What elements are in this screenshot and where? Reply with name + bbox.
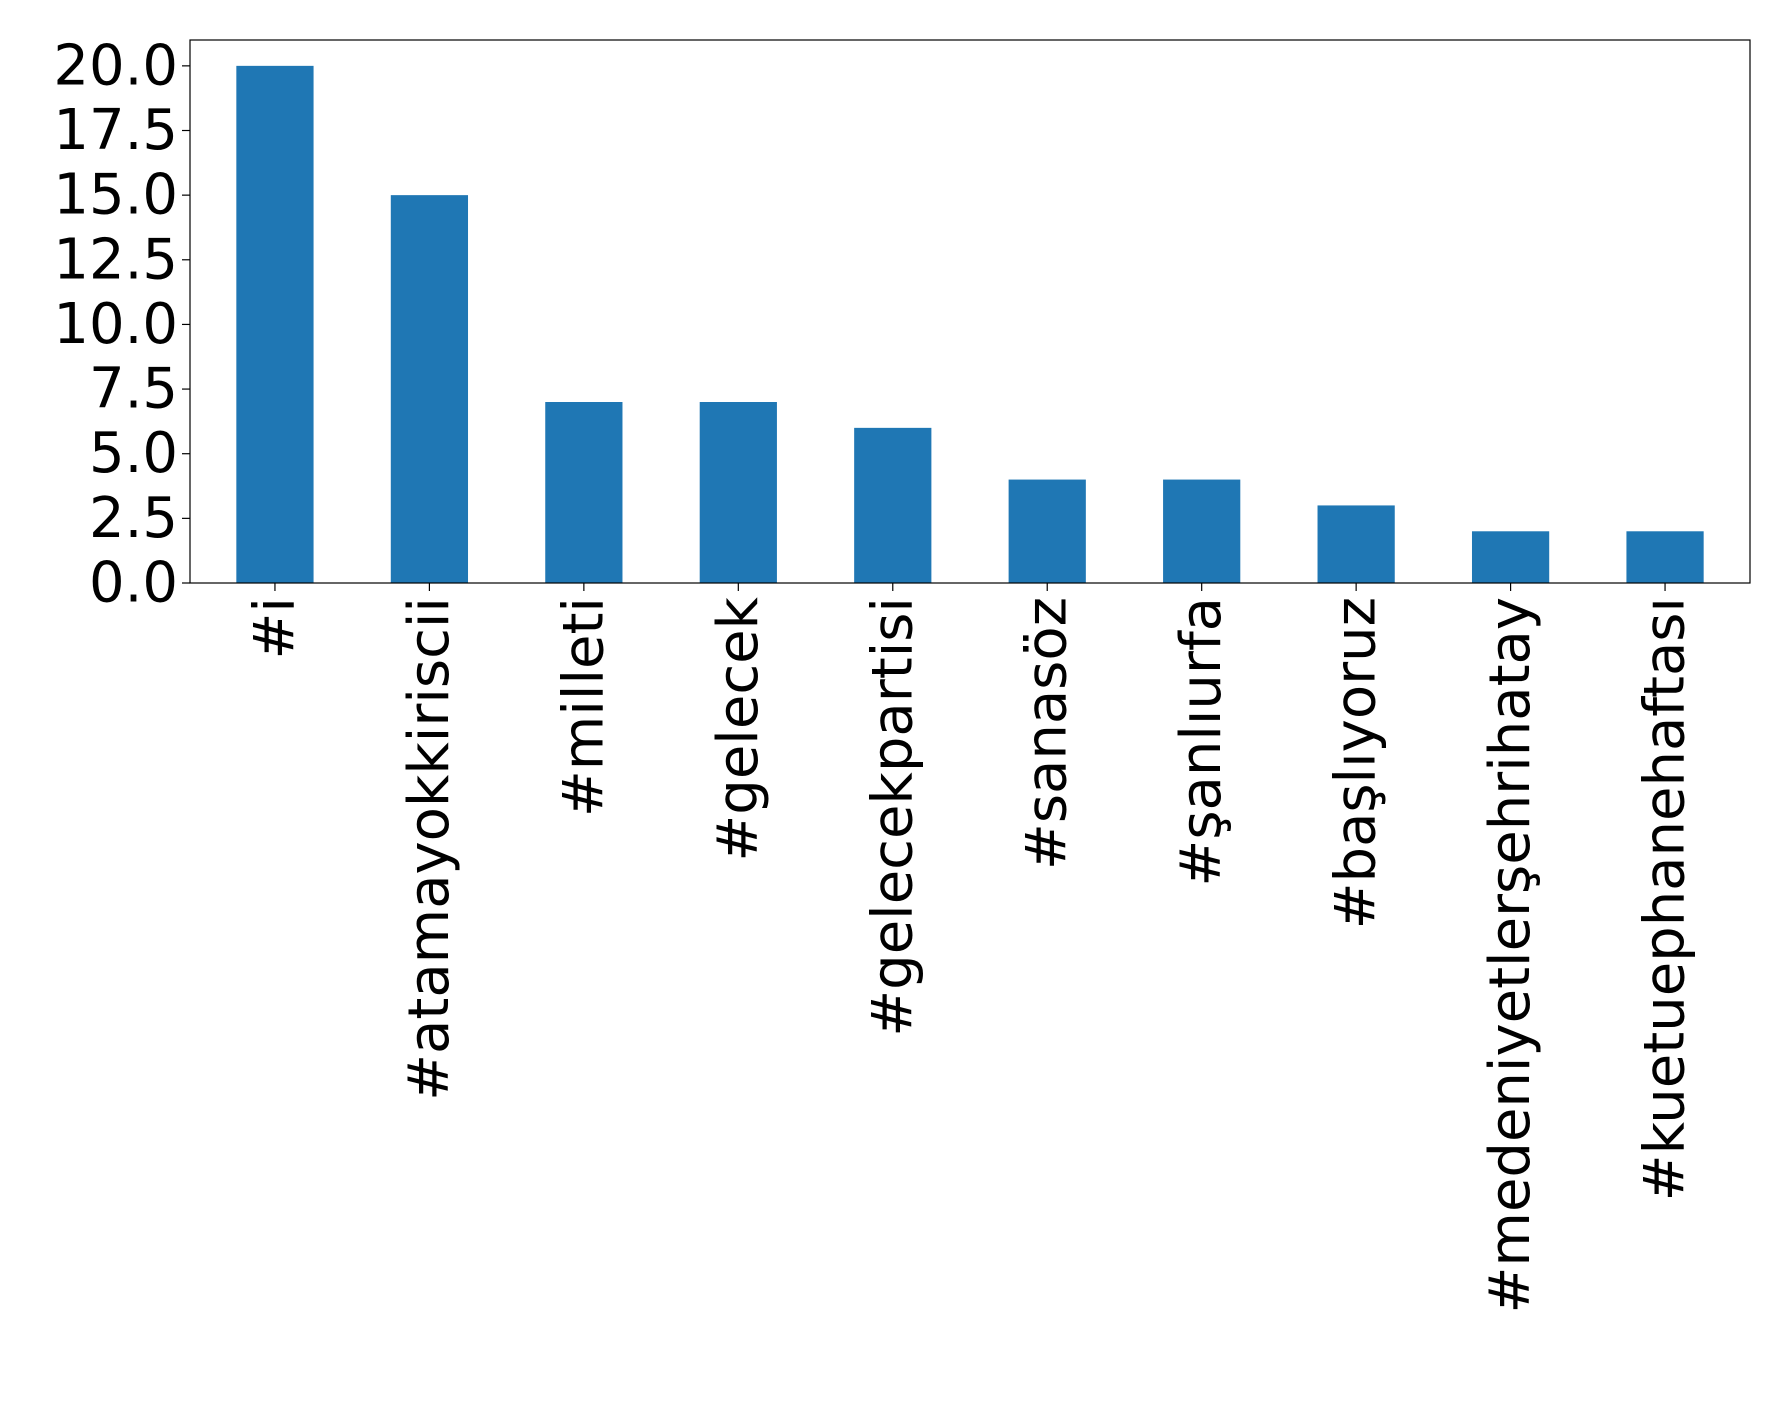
x-tick-label: #sanasöz	[1015, 597, 1080, 870]
x-tick-label: #gelecekpartisi	[860, 597, 925, 1037]
y-axis: 0.02.55.07.510.012.515.017.520.0	[53, 33, 190, 616]
bar	[236, 65, 314, 584]
x-tick-label: #başlıyoruz	[1324, 597, 1389, 929]
y-tick-label: 15.0	[53, 163, 178, 228]
x-tick-label: #i	[242, 597, 307, 659]
plot-frame	[189, 39, 1751, 584]
y-tick-label: 0.0	[89, 551, 178, 616]
y-tick-label: 20.0	[53, 33, 178, 98]
y-tick-label: 17.5	[53, 98, 178, 163]
bar	[1317, 505, 1395, 583]
bar	[390, 195, 469, 583]
bars-group	[236, 65, 1704, 584]
y-tick-label: 2.5	[89, 486, 178, 551]
bar	[1008, 479, 1086, 583]
x-tick-label: #gelecek	[706, 596, 771, 861]
x-tick-label: #atamayokkiriscii	[397, 597, 462, 1101]
y-tick-label: 5.0	[89, 421, 178, 486]
y-tick-label: 7.5	[89, 357, 178, 422]
bar	[699, 402, 777, 583]
bar	[854, 427, 932, 583]
bar	[1626, 531, 1704, 583]
x-tick-label: #kuetuephanehaftası	[1633, 597, 1698, 1201]
bar	[545, 402, 623, 583]
x-tick-label: #milleti	[551, 597, 616, 817]
y-tick-label: 10.0	[53, 292, 178, 357]
y-tick-label: 12.5	[53, 227, 178, 292]
bar	[1471, 531, 1550, 583]
bar	[1163, 479, 1241, 583]
x-axis: #i #atamayokkiriscii #milleti #gelecek #gele…	[242, 583, 1698, 1314]
x-tick-label: #medeniyetlerşehrihatay	[1478, 597, 1543, 1314]
x-tick-label: #şanlıurfa	[1169, 597, 1234, 887]
